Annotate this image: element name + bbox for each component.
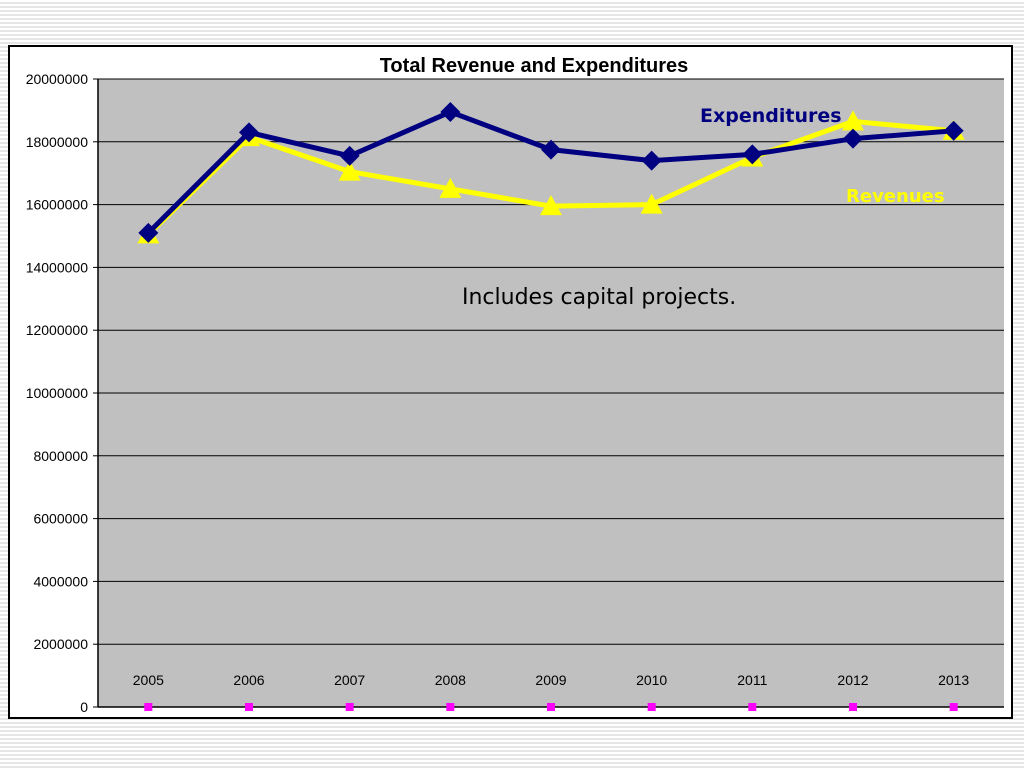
x-tick-label: 2005: [133, 672, 164, 688]
data-point-revenues: [439, 177, 462, 198]
x-tick-label: 2009: [535, 672, 566, 688]
data-point-revenues: [842, 110, 864, 131]
y-tick-label: 14000000: [26, 259, 89, 275]
data-point-expenditures: [843, 128, 863, 149]
x-tick-label: 2008: [435, 672, 466, 688]
data-point-expenditures: [239, 122, 259, 143]
y-tick-label: 20000000: [26, 71, 89, 87]
data-point-baseline: [748, 703, 757, 711]
data-point-baseline: [949, 703, 958, 711]
y-tick-labels: 2000000018000000160000001400000012000000…: [26, 71, 98, 715]
chart-title: Total Revenue and Expenditures: [380, 55, 689, 77]
data-point-baseline: [245, 703, 253, 711]
x-tick-label: 2010: [636, 672, 667, 688]
chart-annotation: Includes capital projects.: [462, 285, 736, 310]
y-tick-label: 4000000: [33, 573, 88, 589]
x-tick-labels: 2005 2006 2007 2008 2009 2010 2011 2012 2013: [133, 672, 970, 688]
data-point-revenues: [640, 193, 663, 214]
y-tick-label: 0: [80, 699, 88, 715]
data-point-baseline: [446, 703, 455, 711]
x-tick-label: 2012: [837, 672, 868, 688]
data-point-expenditures: [440, 101, 461, 122]
data-point-expenditures: [339, 145, 360, 166]
x-tick-label: 2011: [737, 672, 767, 688]
data-point-revenues: [540, 195, 562, 216]
data-point-expenditures: [541, 139, 561, 160]
chart-frame: 20000000 18000000 16000000 14000000 12000000…: [8, 45, 1013, 719]
data-point-expenditures: [943, 120, 964, 141]
line-chart: 2000000018000000160000001400000012000000…: [26, 55, 1004, 715]
data-point-baseline: [849, 703, 857, 711]
data-point-expenditures: [742, 144, 763, 165]
x-tick-label: 2007: [334, 672, 365, 688]
y-tick-label: 16000000: [26, 197, 89, 213]
data-point-baseline: [547, 703, 555, 711]
data-point-baseline: [345, 703, 354, 711]
legend-label-expenditures: Expenditures: [700, 105, 842, 127]
data-point-baseline: [647, 703, 656, 711]
y-tick-label: 18000000: [26, 134, 89, 150]
data-point-expenditures: [641, 150, 662, 171]
y-tick-label: 2000000: [33, 636, 88, 652]
y-tick-label: 6000000: [33, 511, 88, 527]
data-point-baseline: [144, 703, 153, 711]
legend-label-revenues: Revenues: [846, 186, 945, 207]
series-group: [137, 101, 965, 711]
x-tick-label: 2013: [938, 672, 969, 688]
y-tick-label: 10000000: [26, 385, 89, 401]
data-point-revenues: [338, 160, 361, 181]
data-point-expenditures: [138, 222, 159, 243]
y-tick-label: 12000000: [26, 322, 89, 338]
x-tick-label: 2006: [233, 672, 264, 688]
y-tick-label: 8000000: [33, 448, 88, 464]
